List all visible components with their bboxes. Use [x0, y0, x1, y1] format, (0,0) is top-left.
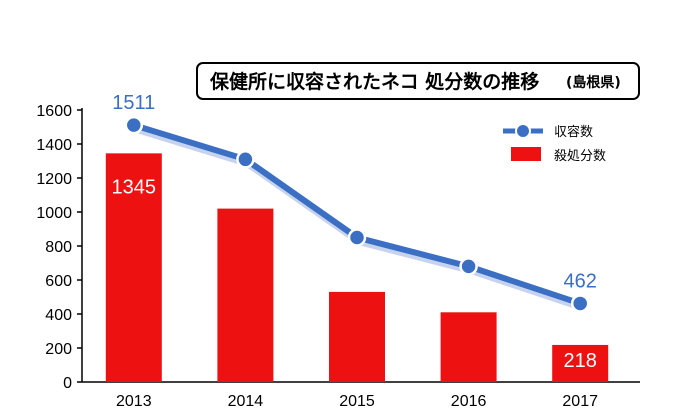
line-series — [124, 115, 590, 313]
bar-2016 — [440, 312, 497, 382]
line-data-label: 1511 — [112, 92, 155, 114]
legend-label-line: 収容数 — [554, 124, 593, 140]
bar-2017 — [552, 344, 609, 382]
y-tick-label: 400 — [45, 307, 72, 324]
y-tick-label: 1400 — [36, 137, 72, 154]
x-axis: 2013 2014 2015 2016 2017 — [116, 393, 598, 410]
line-point-2015 — [347, 228, 367, 247]
bar-2013 — [105, 153, 162, 382]
y-tick-label: 1000 — [36, 205, 72, 222]
legend-bar-swatch — [511, 147, 541, 161]
data-labels: 1345 218 1511 462 — [112, 92, 597, 372]
y-tick-label: 200 — [45, 341, 72, 358]
line-point-2017 — [570, 294, 590, 313]
x-tick-label: 2014 — [228, 393, 264, 410]
bar-series — [105, 153, 609, 382]
y-tick-label: 800 — [45, 239, 72, 256]
y-tick-label: 1200 — [36, 171, 72, 188]
bar-2015 — [329, 291, 385, 382]
bar-2014 — [217, 208, 274, 382]
bar-data-label: 1345 — [112, 176, 157, 198]
line-data-label: 462 — [564, 270, 597, 292]
legend-label-bar: 殺処分数 — [554, 149, 606, 164]
legend: 収容数 殺処分数 — [503, 123, 606, 164]
y-tick-label: 0 — [63, 375, 72, 392]
line-point-2013 — [124, 115, 144, 135]
bar-data-label: 218 — [564, 350, 597, 372]
chart-subtitle: (島根県) — [566, 74, 621, 91]
chart-title: 保健所に収容されたネコ 処分数の推移 — [209, 70, 539, 93]
x-tick-label: 2013 — [116, 393, 152, 410]
y-tick-label: 600 — [45, 273, 72, 290]
line-point-2016 — [459, 257, 478, 276]
y-tick-label: 1600 — [36, 103, 72, 120]
line-point-2014 — [236, 150, 255, 169]
legend-marker-icon — [515, 123, 531, 139]
y-axis: 0 200 400 600 800 1000 1200 1400 1600 — [36, 103, 82, 392]
x-tick-label: 2015 — [339, 393, 375, 410]
x-tick-label: 2016 — [451, 393, 487, 410]
x-tick-label: 2017 — [562, 393, 598, 410]
chart-title-box: 保健所に収容されたネコ 処分数の推移 (島根県) — [196, 62, 640, 100]
